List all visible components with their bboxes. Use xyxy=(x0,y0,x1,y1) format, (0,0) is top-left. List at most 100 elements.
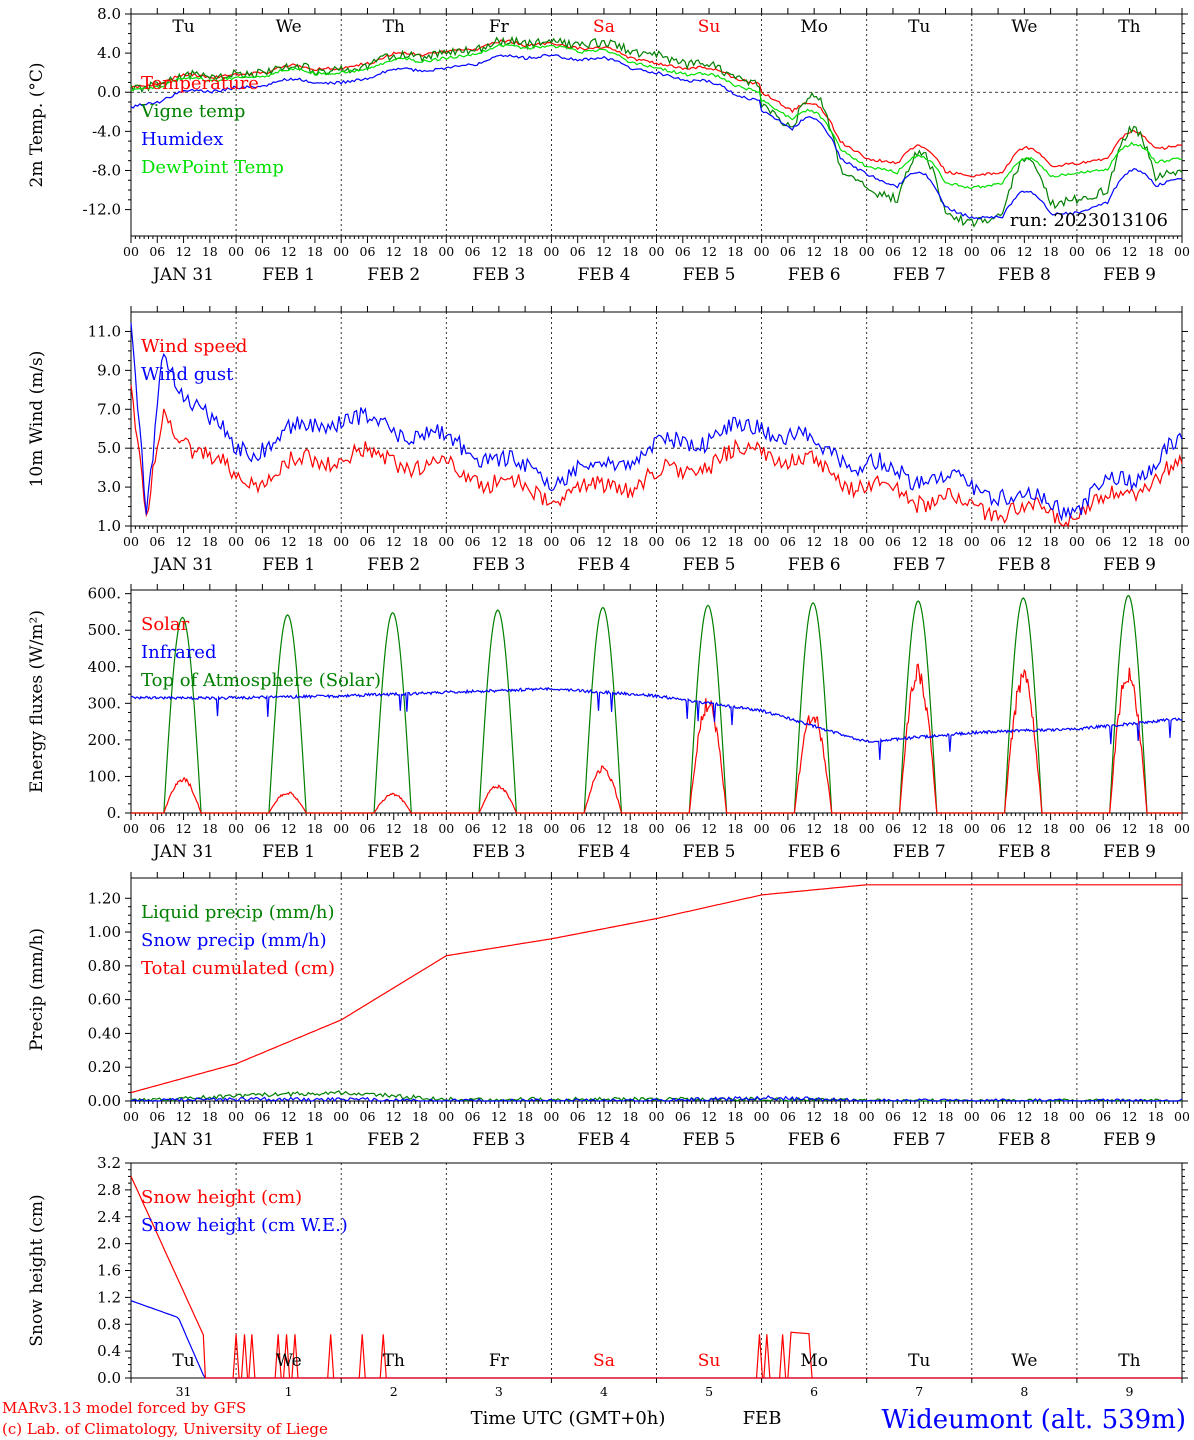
hour-label: 12 xyxy=(806,534,822,549)
hour-label: 12 xyxy=(386,821,402,836)
hour-label: 00 xyxy=(123,244,139,259)
hour-label: 06 xyxy=(465,534,481,549)
panel-energy xyxy=(125,584,1188,820)
hour-label: 06 xyxy=(885,1109,901,1124)
hour-label: 18 xyxy=(1043,534,1059,549)
hour-label: 00 xyxy=(333,1109,349,1124)
hour-label: 18 xyxy=(727,821,743,836)
panel-wind xyxy=(125,306,1188,533)
legend-entry: Wind speed xyxy=(141,336,247,357)
hour-label: 18 xyxy=(412,534,428,549)
hour-label: 06 xyxy=(360,534,376,549)
day-name: Fr xyxy=(489,17,510,37)
hour-label: 18 xyxy=(832,1109,848,1124)
hour-label: 12 xyxy=(806,244,822,259)
y-tick-label: 0.00 xyxy=(88,1092,121,1110)
hour-label: 12 xyxy=(1016,534,1032,549)
hour-label: 00 xyxy=(649,1109,665,1124)
day-number: 6 xyxy=(810,1384,818,1399)
hour-label: 00 xyxy=(859,1109,875,1124)
date-label: FEB 6 xyxy=(788,555,841,575)
hour-label: 00 xyxy=(543,534,559,549)
series-line xyxy=(130,884,1182,1094)
snow-spike xyxy=(274,1334,282,1379)
y-tick-label: 8.0 xyxy=(97,5,121,23)
series-line xyxy=(131,663,1182,814)
hour-label: 00 xyxy=(438,534,454,549)
day-name: Mo xyxy=(800,17,828,37)
hour-label: 00 xyxy=(228,534,244,549)
hour-label: 12 xyxy=(1016,821,1032,836)
hour-label: 06 xyxy=(570,821,586,836)
hour-label: 06 xyxy=(149,1109,165,1124)
day-name: We xyxy=(1011,17,1037,37)
hour-label: 18 xyxy=(202,1109,218,1124)
hour-label: 00 xyxy=(1174,821,1190,836)
hour-label: 00 xyxy=(754,534,770,549)
series-line xyxy=(130,1090,1183,1102)
hour-label: 06 xyxy=(675,244,691,259)
y-tick-label: 2.4 xyxy=(97,1208,121,1226)
hour-label: 06 xyxy=(1095,821,1111,836)
day-number: 4 xyxy=(600,1384,608,1399)
snow-spike xyxy=(248,1334,256,1379)
hour-label: 00 xyxy=(859,821,875,836)
day-number: 3 xyxy=(495,1384,503,1399)
date-label: FEB 7 xyxy=(893,555,946,575)
y-tick-label: 2.8 xyxy=(97,1181,121,1199)
hour-label: 18 xyxy=(727,534,743,549)
hour-label: 18 xyxy=(1043,821,1059,836)
hour-label: 06 xyxy=(570,534,586,549)
hour-label: 06 xyxy=(360,1109,376,1124)
hour-label: 00 xyxy=(1069,534,1085,549)
hour-label: 18 xyxy=(307,1109,323,1124)
hour-label: 12 xyxy=(491,244,507,259)
hour-label: 06 xyxy=(990,534,1006,549)
hour-label: 12 xyxy=(806,821,822,836)
credit-line-1: MARv3.13 model forced by GFS xyxy=(2,1399,246,1417)
day-name: Tu xyxy=(908,17,930,37)
snow-plateau xyxy=(787,1331,813,1379)
hour-label: 00 xyxy=(333,244,349,259)
hour-label: 00 xyxy=(754,1109,770,1124)
date-label: FEB 4 xyxy=(577,265,630,285)
hour-label: 00 xyxy=(649,244,665,259)
hour-label: 00 xyxy=(1069,821,1085,836)
day-number: 1 xyxy=(285,1384,293,1399)
day-name: Mo xyxy=(800,1351,828,1371)
hour-label: 12 xyxy=(911,1109,927,1124)
y-tick-label: 9.0 xyxy=(97,361,121,379)
hour-label: 06 xyxy=(885,534,901,549)
hour-label: 12 xyxy=(176,1109,192,1124)
hour-label: 12 xyxy=(281,244,297,259)
y-tick-label: 0.4 xyxy=(97,1342,121,1360)
y-tick-label: 200. xyxy=(88,731,121,749)
snow-spike xyxy=(291,1334,299,1379)
hour-label: 12 xyxy=(386,534,402,549)
hour-label: 18 xyxy=(622,1109,638,1124)
hour-label: 18 xyxy=(307,821,323,836)
hour-label: 18 xyxy=(938,821,954,836)
hour-label: 00 xyxy=(859,244,875,259)
hour-label: 06 xyxy=(1095,534,1111,549)
legend-entry: Wind gust xyxy=(141,364,234,385)
snow-spike xyxy=(779,1334,787,1379)
panel-temp xyxy=(125,8,1188,243)
date-label: FEB 4 xyxy=(577,842,630,862)
hour-label: 12 xyxy=(1121,534,1137,549)
hour-label: 00 xyxy=(333,534,349,549)
hour-label: 00 xyxy=(228,1109,244,1124)
day-name: Th xyxy=(1118,17,1140,37)
hour-label: 00 xyxy=(1069,1109,1085,1124)
date-label: FEB 8 xyxy=(998,1130,1051,1150)
y-tick-label: 500. xyxy=(88,621,121,639)
series-line xyxy=(130,43,1183,189)
legend-entry: Snow height (cm W.E.) xyxy=(141,1215,348,1236)
day-number: 7 xyxy=(915,1384,923,1399)
y-tick-label: 3.0 xyxy=(97,478,121,496)
day-name: Tu xyxy=(908,1351,930,1371)
hour-label: 18 xyxy=(938,534,954,549)
hour-label: 06 xyxy=(780,244,796,259)
hour-label: 00 xyxy=(964,244,980,259)
hour-label: 06 xyxy=(465,821,481,836)
